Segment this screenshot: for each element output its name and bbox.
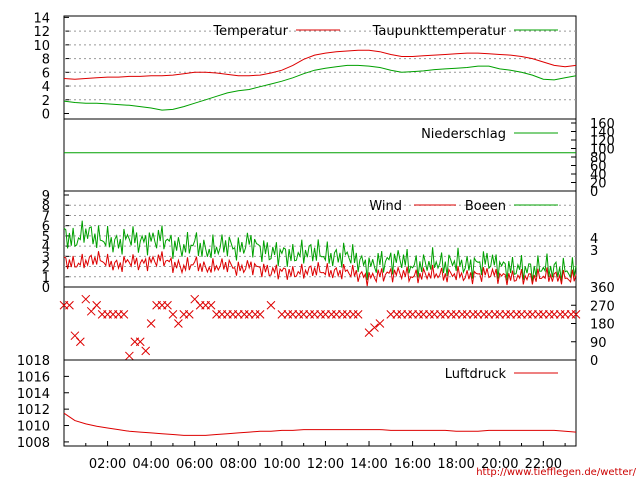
dewpoint-line <box>63 64 577 111</box>
precipitation-tick-label: 20 <box>590 177 607 192</box>
temperature-tick-label: 6 <box>42 66 50 81</box>
wind-direction-panel: 0 90 180 270 360 <box>59 281 615 369</box>
direction-marker <box>81 294 91 304</box>
pressure-frame <box>63 359 577 447</box>
time-tick-label: 20:00 <box>481 457 518 472</box>
direction-marker <box>163 300 172 310</box>
direction-tick-label: 360 <box>590 281 615 296</box>
wind-tick-label: 6 <box>42 220 50 235</box>
precipitation-tick-label: 40 <box>590 168 607 183</box>
temperature-tick-label: 2 <box>42 94 50 109</box>
time-tick-label: 04:00 <box>132 457 169 472</box>
pressure-tick-label: 1016 <box>17 370 50 385</box>
temperature-tick-label: 0 <box>42 108 50 123</box>
direction-marker <box>92 300 102 310</box>
wind-tick-label: 2 <box>42 261 50 276</box>
precipitation-tick-label: 100 <box>590 143 615 158</box>
temperature-tick-label: 14 <box>33 11 50 26</box>
time-tick-label: 18:00 <box>437 457 474 472</box>
direction-marker <box>146 319 156 328</box>
temperature-tick-label: 12 <box>33 25 50 40</box>
direction-marker <box>119 310 129 319</box>
direction-marker <box>370 323 379 332</box>
precipitation-tick-label: 60 <box>590 160 607 175</box>
precipitation-tick-label: 80 <box>590 151 607 166</box>
time-tick-label: 22:00 <box>525 457 562 472</box>
dewpoint-legend-label: Taupunkttemperatur <box>372 24 507 39</box>
pressure-tick-label: 1012 <box>17 403 50 418</box>
pressure-tick-label: 1010 <box>17 420 50 435</box>
time-tick-label: 12:00 <box>307 457 344 472</box>
wind-right-tick-label: 4 <box>590 232 598 247</box>
direction-tick-label: 270 <box>590 299 615 314</box>
direction-marker <box>135 337 145 347</box>
time-tick-label: 16:00 <box>394 457 431 472</box>
direction-marker <box>184 310 194 319</box>
gusts-line <box>63 220 577 282</box>
direction-tick-label: 90 <box>590 336 607 351</box>
temperature-tick-label: 10 <box>33 39 50 54</box>
direction-marker <box>125 351 134 361</box>
direction-marker <box>375 319 385 328</box>
wind-legend-label: Wind <box>369 199 402 214</box>
wind-tick-label: 7 <box>42 209 50 224</box>
pressure-tick-label: 1018 <box>17 354 50 369</box>
wind-tick-label: 0 <box>42 281 50 296</box>
temperature-line <box>63 49 577 80</box>
pressure-tick-label: 1014 <box>17 387 50 402</box>
time-axis: 02:00 04:00 06:00 08:00 10:00 12:00 14:00 16:00… <box>85 441 566 472</box>
direction-tick-label: 180 <box>590 318 615 333</box>
precipitation-tick-label: 120 <box>590 134 615 149</box>
time-tick-label: 10:00 <box>263 457 300 472</box>
direction-frame <box>63 286 577 361</box>
precipitation-tick-label: 160 <box>590 117 615 132</box>
gusts-legend-label: Boeen <box>465 199 506 214</box>
direction-marker <box>75 337 85 347</box>
pressure-line <box>63 412 577 436</box>
direction-marker <box>141 346 151 356</box>
temperature-legend-label: Temperatur <box>212 24 288 39</box>
direction-marker <box>266 300 276 310</box>
wind-tick-label: 8 <box>42 199 50 214</box>
wind-tick-label: 1 <box>42 271 50 286</box>
direction-marker <box>65 300 74 310</box>
temperature-tick-label: 4 <box>42 80 50 95</box>
direction-marker <box>168 310 178 319</box>
time-tick-label: 08:00 <box>220 457 257 472</box>
direction-marker <box>571 310 581 319</box>
direction-marker <box>353 310 363 319</box>
wind-tick-label: 4 <box>42 240 50 255</box>
pressure-tick-label: 1008 <box>17 436 50 451</box>
time-tick-label: 14:00 <box>350 457 387 472</box>
precipitation-tick-label: 140 <box>590 126 615 141</box>
wind-tick-label: 5 <box>42 230 50 245</box>
wind-line <box>63 251 577 287</box>
direction-tick-label: 0 <box>590 354 598 369</box>
time-tick-label: 02:00 <box>89 457 126 472</box>
direction-marker <box>255 310 265 319</box>
direction-marker <box>206 300 216 310</box>
precipitation-tick-label: 0 <box>590 185 598 200</box>
pressure-legend-label: Luftdruck <box>445 367 507 382</box>
wind-right-tick-label: 3 <box>590 244 598 259</box>
time-tick-label: 06:00 <box>176 457 213 472</box>
temperature-tick-label: 8 <box>42 53 50 68</box>
direction-marker <box>174 319 183 328</box>
wind-tick-label: 3 <box>42 250 50 265</box>
precipitation-legend-label: Niederschlag <box>421 127 506 142</box>
wind-tick-label: 9 <box>42 189 50 204</box>
credit-url: http://www.tiefflegen.de/wetter/ <box>476 467 636 478</box>
